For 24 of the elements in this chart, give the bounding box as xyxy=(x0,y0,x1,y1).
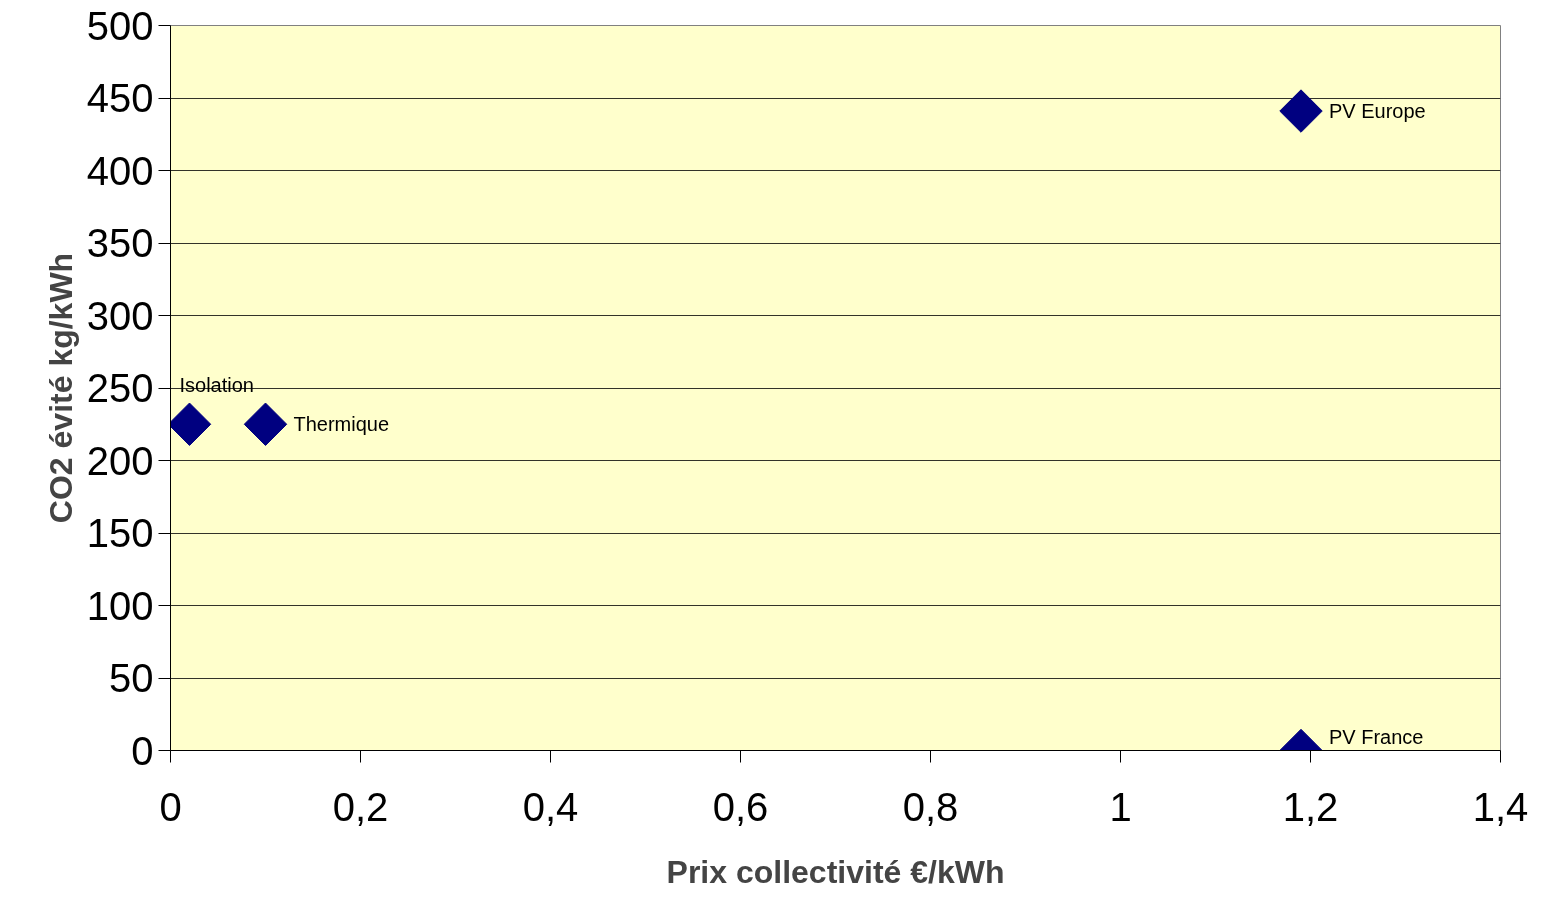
y-tick-label: 400 xyxy=(86,148,154,193)
x-tick-label: 0,4 xyxy=(522,784,579,829)
y-tick-label: 350 xyxy=(86,221,154,265)
y-tick-label: 500 xyxy=(86,3,154,48)
x-tick-label: 0,6 xyxy=(712,784,769,829)
x-tick-label: 0 xyxy=(159,784,182,829)
x-tick-label: 1 xyxy=(1109,784,1132,829)
y-tick-label: 0 xyxy=(131,728,154,773)
annotation: PV France xyxy=(1329,725,1424,748)
y-tick-label: 200 xyxy=(86,438,154,483)
y-tick-label: 50 xyxy=(109,656,154,700)
y-axis-title: CO2 évité kg/kWh xyxy=(42,252,79,524)
annotation: Thermique xyxy=(293,413,390,436)
annotation: PV Europe xyxy=(1329,100,1426,123)
x-tick-label: 1,4 xyxy=(1472,784,1529,829)
y-tick-label: 250 xyxy=(86,366,154,410)
y-tick-label: 300 xyxy=(86,293,154,338)
x-tick-label: 0,8 xyxy=(902,784,959,829)
x-tick-label: 1,2 xyxy=(1282,784,1339,829)
y-tick-label: 150 xyxy=(86,511,154,555)
x-tick-label: 0,2 xyxy=(332,784,389,829)
y-tick-label: 450 xyxy=(86,76,154,120)
x-axis-title: Prix collectivité €/kWh xyxy=(666,853,1005,890)
y-tick-label: 100 xyxy=(86,583,154,628)
